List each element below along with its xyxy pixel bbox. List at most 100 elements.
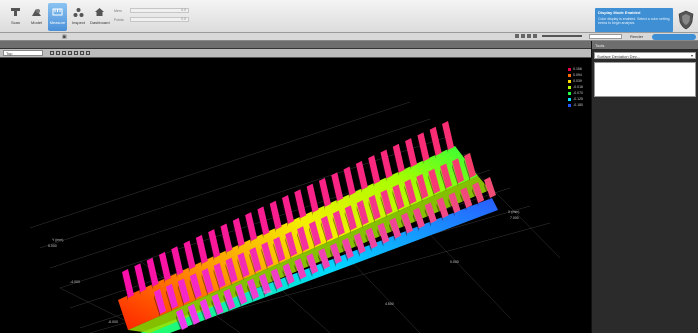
pin-shadow [412,213,419,232]
dashboard-button[interactable]: Dashboard [90,3,110,31]
pin-shadow [417,138,424,165]
pin-shadow [330,249,336,267]
value-input[interactable] [589,34,622,39]
view-select[interactable]: Top [3,50,43,56]
pin-row-top [122,121,454,301]
pin [211,293,224,315]
pin [195,234,208,264]
light-icon[interactable] [86,51,90,55]
secondary-toolbar: ▣ Render [0,33,698,41]
fit-view-icon[interactable] [50,51,54,55]
pin-shadow [368,161,375,188]
scanner-icon [11,8,20,16]
pin-row-middle [154,153,476,317]
pin-shadow [199,304,206,323]
pin [294,258,307,280]
pin [309,221,321,246]
pin-shadow [211,299,218,318]
pin [154,289,166,314]
legend-swatch [568,85,572,89]
pin [269,200,282,230]
tool-list-box[interactable] [594,62,696,97]
grid-floor [29,101,561,333]
pin-shadow [134,269,141,296]
opacity-slider[interactable] [542,35,582,37]
pin-shadow [235,289,242,308]
pin-shadow [318,254,325,273]
tool-icon[interactable] [515,34,519,38]
legend-entry: 0.094 [568,72,583,78]
pin [306,183,319,213]
rotate-icon[interactable] [74,51,78,55]
scan-button[interactable]: Scan [6,3,25,31]
measure-button[interactable]: Measure [48,3,67,31]
viewport-title-bar [0,41,591,49]
pin-shadow [389,223,396,242]
pin [365,227,378,249]
pin [448,192,461,214]
pin-shadow [460,193,467,212]
pin-shadow [154,295,160,317]
pin [285,231,298,257]
pin [257,206,270,236]
window-layout-icon[interactable]: ▣ [62,34,67,40]
render-toggle[interactable] [652,34,696,40]
pin [341,237,354,259]
pin [225,257,238,283]
pin [412,207,425,229]
pin [332,210,345,236]
measure-icon [52,8,63,16]
tool-icon[interactable] [521,34,525,38]
chevron-down-icon: ▾ [690,53,693,58]
pin-shadow [285,237,292,260]
axis-label: 0.000 [450,260,459,264]
pin [158,251,171,281]
tools-panel: Tools Surface Deviation Dev... ▾ [591,41,698,333]
pin-shadow [282,269,289,288]
legend-entry: 0.039 [568,78,583,84]
pin-shadow [428,174,435,197]
pin-shadow [213,268,220,291]
grid-icon[interactable] [62,51,66,55]
axis-label: Y (mm) [52,238,64,242]
pin-shadow [341,243,348,262]
axis-label: 5.000 [48,244,57,248]
pin [460,187,473,209]
model-button[interactable]: Model [27,3,46,31]
pin-shadow [306,189,313,216]
pin [282,263,295,285]
pin [440,163,453,189]
inspect-icon [73,8,84,17]
pin-shadow [257,212,264,239]
axis-icon[interactable] [68,51,72,55]
pin [270,268,283,290]
pin-shadow [440,169,447,192]
axis-label: 7.000 [510,216,519,220]
inspect-button[interactable]: Inspect [69,3,88,31]
pin [392,184,405,210]
pin [416,173,429,199]
pin [171,246,184,276]
pin [176,309,188,330]
pin-shadow [165,289,172,312]
tool-select[interactable]: Surface Deviation Dev... ▾ [594,52,696,59]
3d-viewport[interactable]: 0.156 0.094 0.039 -0.016 -0.070 -0.125 -… [0,58,591,333]
pin-shadow [405,144,412,171]
tool-icon[interactable] [527,34,531,38]
pin [189,273,202,299]
component-side [128,176,490,333]
legend-swatch [568,97,572,101]
pin-shadow [176,315,182,333]
pin [424,202,437,224]
pin [146,257,159,287]
legend-swatch [568,67,572,71]
pin-shadow [368,200,375,223]
notification-tooltip: Display Mode Enabled Color display is en… [595,8,673,32]
pin-shadow [195,240,202,267]
pan-icon[interactable] [80,51,84,55]
pin-shadow [270,274,277,293]
tool-icon[interactable] [533,34,537,38]
zoom-icon[interactable] [56,51,60,55]
pin-shadow [225,263,232,286]
pin [429,126,442,156]
